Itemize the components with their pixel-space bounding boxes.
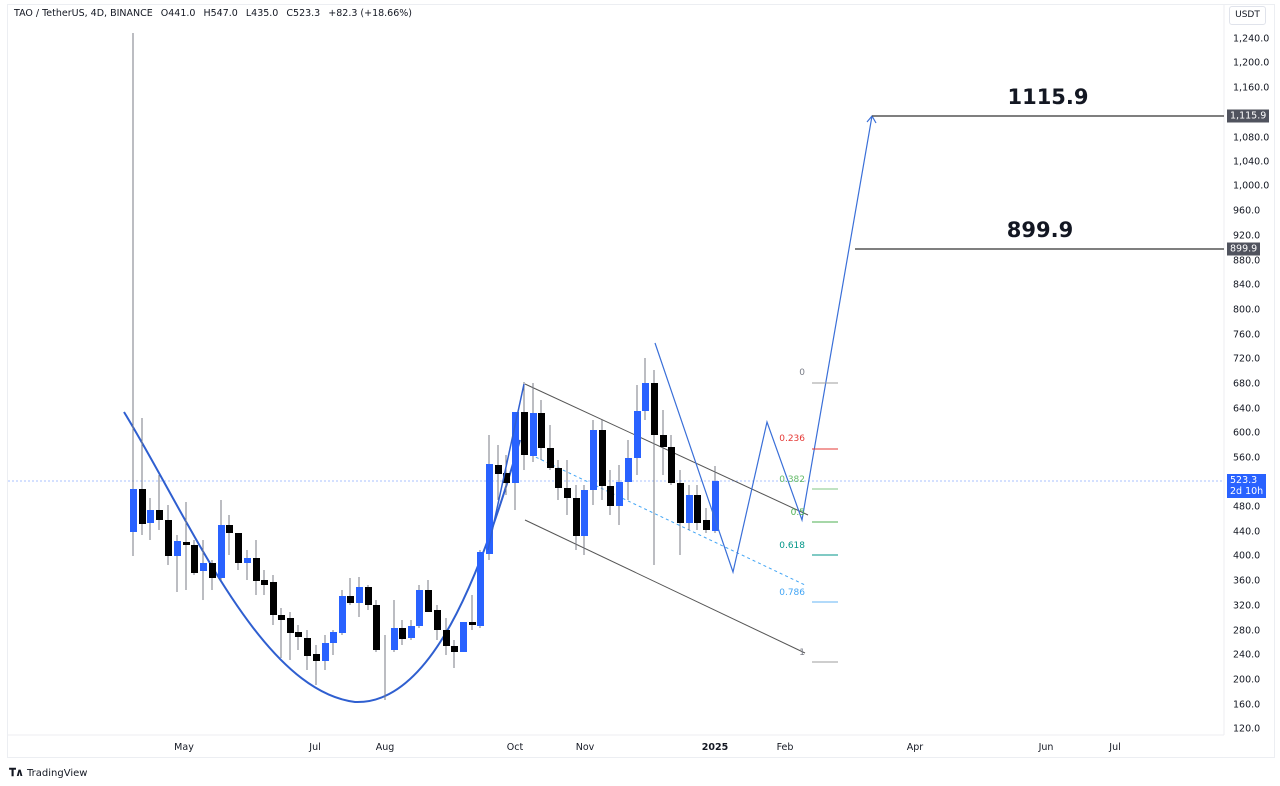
price-tick: 200.0 — [1233, 674, 1261, 686]
bar-countdown: 2d 10h — [1230, 486, 1264, 497]
time-tick: Nov — [575, 742, 595, 753]
price-tick: 160.0 — [1233, 699, 1261, 711]
change-value: +82.3 (+18.66%) — [328, 8, 412, 19]
ohlc-open: O441.0 — [160, 8, 196, 19]
price-tick: 240.0 — [1233, 649, 1261, 661]
projection-path[interactable] — [654, 115, 873, 575]
target-low-price-label: 899.9 — [1227, 242, 1261, 256]
price-tick: 1,200.0 — [1233, 57, 1270, 69]
brand-name: TradingView — [27, 767, 88, 779]
price-tick: 840.0 — [1233, 279, 1261, 291]
time-tick: Oct — [506, 742, 524, 753]
channel-mid[interactable] — [524, 451, 806, 586]
price-tick: 1,080.0 — [1233, 132, 1270, 144]
time-tick: Feb — [776, 742, 794, 753]
candles — [130, 33, 719, 700]
ohlc-high: H547.0 — [203, 8, 238, 19]
chart-frame[interactable] — [7, 4, 1275, 758]
price-tick: 1,040.0 — [1233, 156, 1270, 168]
currency-button[interactable]: USDT — [1229, 6, 1266, 25]
price-tick: 680.0 — [1233, 378, 1261, 390]
fib-label-0: 0 — [799, 368, 805, 378]
symbol-legend: TAO / TetherUS, 4D, BINANCE O441.0 H547.… — [14, 8, 417, 19]
price-tick: 800.0 — [1233, 304, 1261, 316]
fib-label-1: 1 — [799, 648, 805, 658]
last-price-value: 523.3 — [1230, 475, 1258, 486]
target-high-price-label: 1,115.9 — [1227, 109, 1270, 123]
price-tick: 640.0 — [1233, 403, 1261, 415]
time-tick: Jul — [1109, 742, 1121, 753]
price-tick: 880.0 — [1233, 255, 1261, 267]
symbol-title[interactable]: TAO / TetherUS, 4D, BINANCE — [14, 8, 153, 19]
price-tick: 120.0 — [1233, 723, 1261, 735]
price-tick: 720.0 — [1233, 353, 1261, 365]
ohlc-low: L435.0 — [245, 8, 279, 19]
cup-curve[interactable] — [123, 411, 521, 704]
price-tick: 1,000.0 — [1233, 180, 1270, 192]
fib-retracement[interactable] — [812, 382, 838, 663]
price-tick: 320.0 — [1233, 600, 1261, 612]
price-tick: 360.0 — [1233, 575, 1261, 587]
tradingview-logo-icon: 𝐓∧ — [9, 766, 24, 779]
price-tick: 280.0 — [1233, 625, 1261, 637]
fib-label-0618: 0.618 — [779, 541, 805, 551]
fib-label-0786: 0.786 — [779, 588, 805, 598]
last-price-label: 523.3 2d 10h — [1227, 474, 1267, 498]
time-tick: Jun — [1038, 742, 1054, 753]
price-tick: 600.0 — [1233, 427, 1261, 439]
time-tick: May — [174, 742, 194, 753]
price-tick: 1,240.0 — [1233, 33, 1270, 45]
time-tick-year: 2025 — [701, 742, 729, 753]
fib-label-0382: 0.382 — [779, 475, 805, 485]
fib-label-05: 0.5 — [790, 508, 805, 518]
time-tick: Aug — [375, 742, 395, 753]
price-tick: 1,160.0 — [1233, 82, 1270, 94]
target-low-text: 899.9 — [1006, 218, 1074, 242]
time-tick: Jul — [309, 742, 321, 753]
price-tick: 760.0 — [1233, 329, 1261, 341]
price-tick: 560.0 — [1233, 452, 1261, 464]
target-high-text: 1115.9 — [1007, 85, 1089, 109]
channel-lower[interactable] — [524, 519, 806, 654]
channel-upper[interactable] — [524, 383, 809, 516]
tradingview-brand[interactable]: 𝐓∧ TradingView — [9, 766, 87, 780]
price-tick: 400.0 — [1233, 550, 1261, 562]
ohlc-close: C523.3 — [286, 8, 321, 19]
price-tick: 480.0 — [1233, 501, 1261, 513]
fib-label-0236: 0.236 — [779, 434, 805, 444]
time-tick: Apr — [906, 742, 924, 753]
price-tick: 440.0 — [1233, 526, 1261, 538]
impulse-line[interactable] — [487, 383, 525, 551]
price-tick: 920.0 — [1233, 230, 1261, 242]
price-tick: 960.0 — [1233, 205, 1261, 217]
